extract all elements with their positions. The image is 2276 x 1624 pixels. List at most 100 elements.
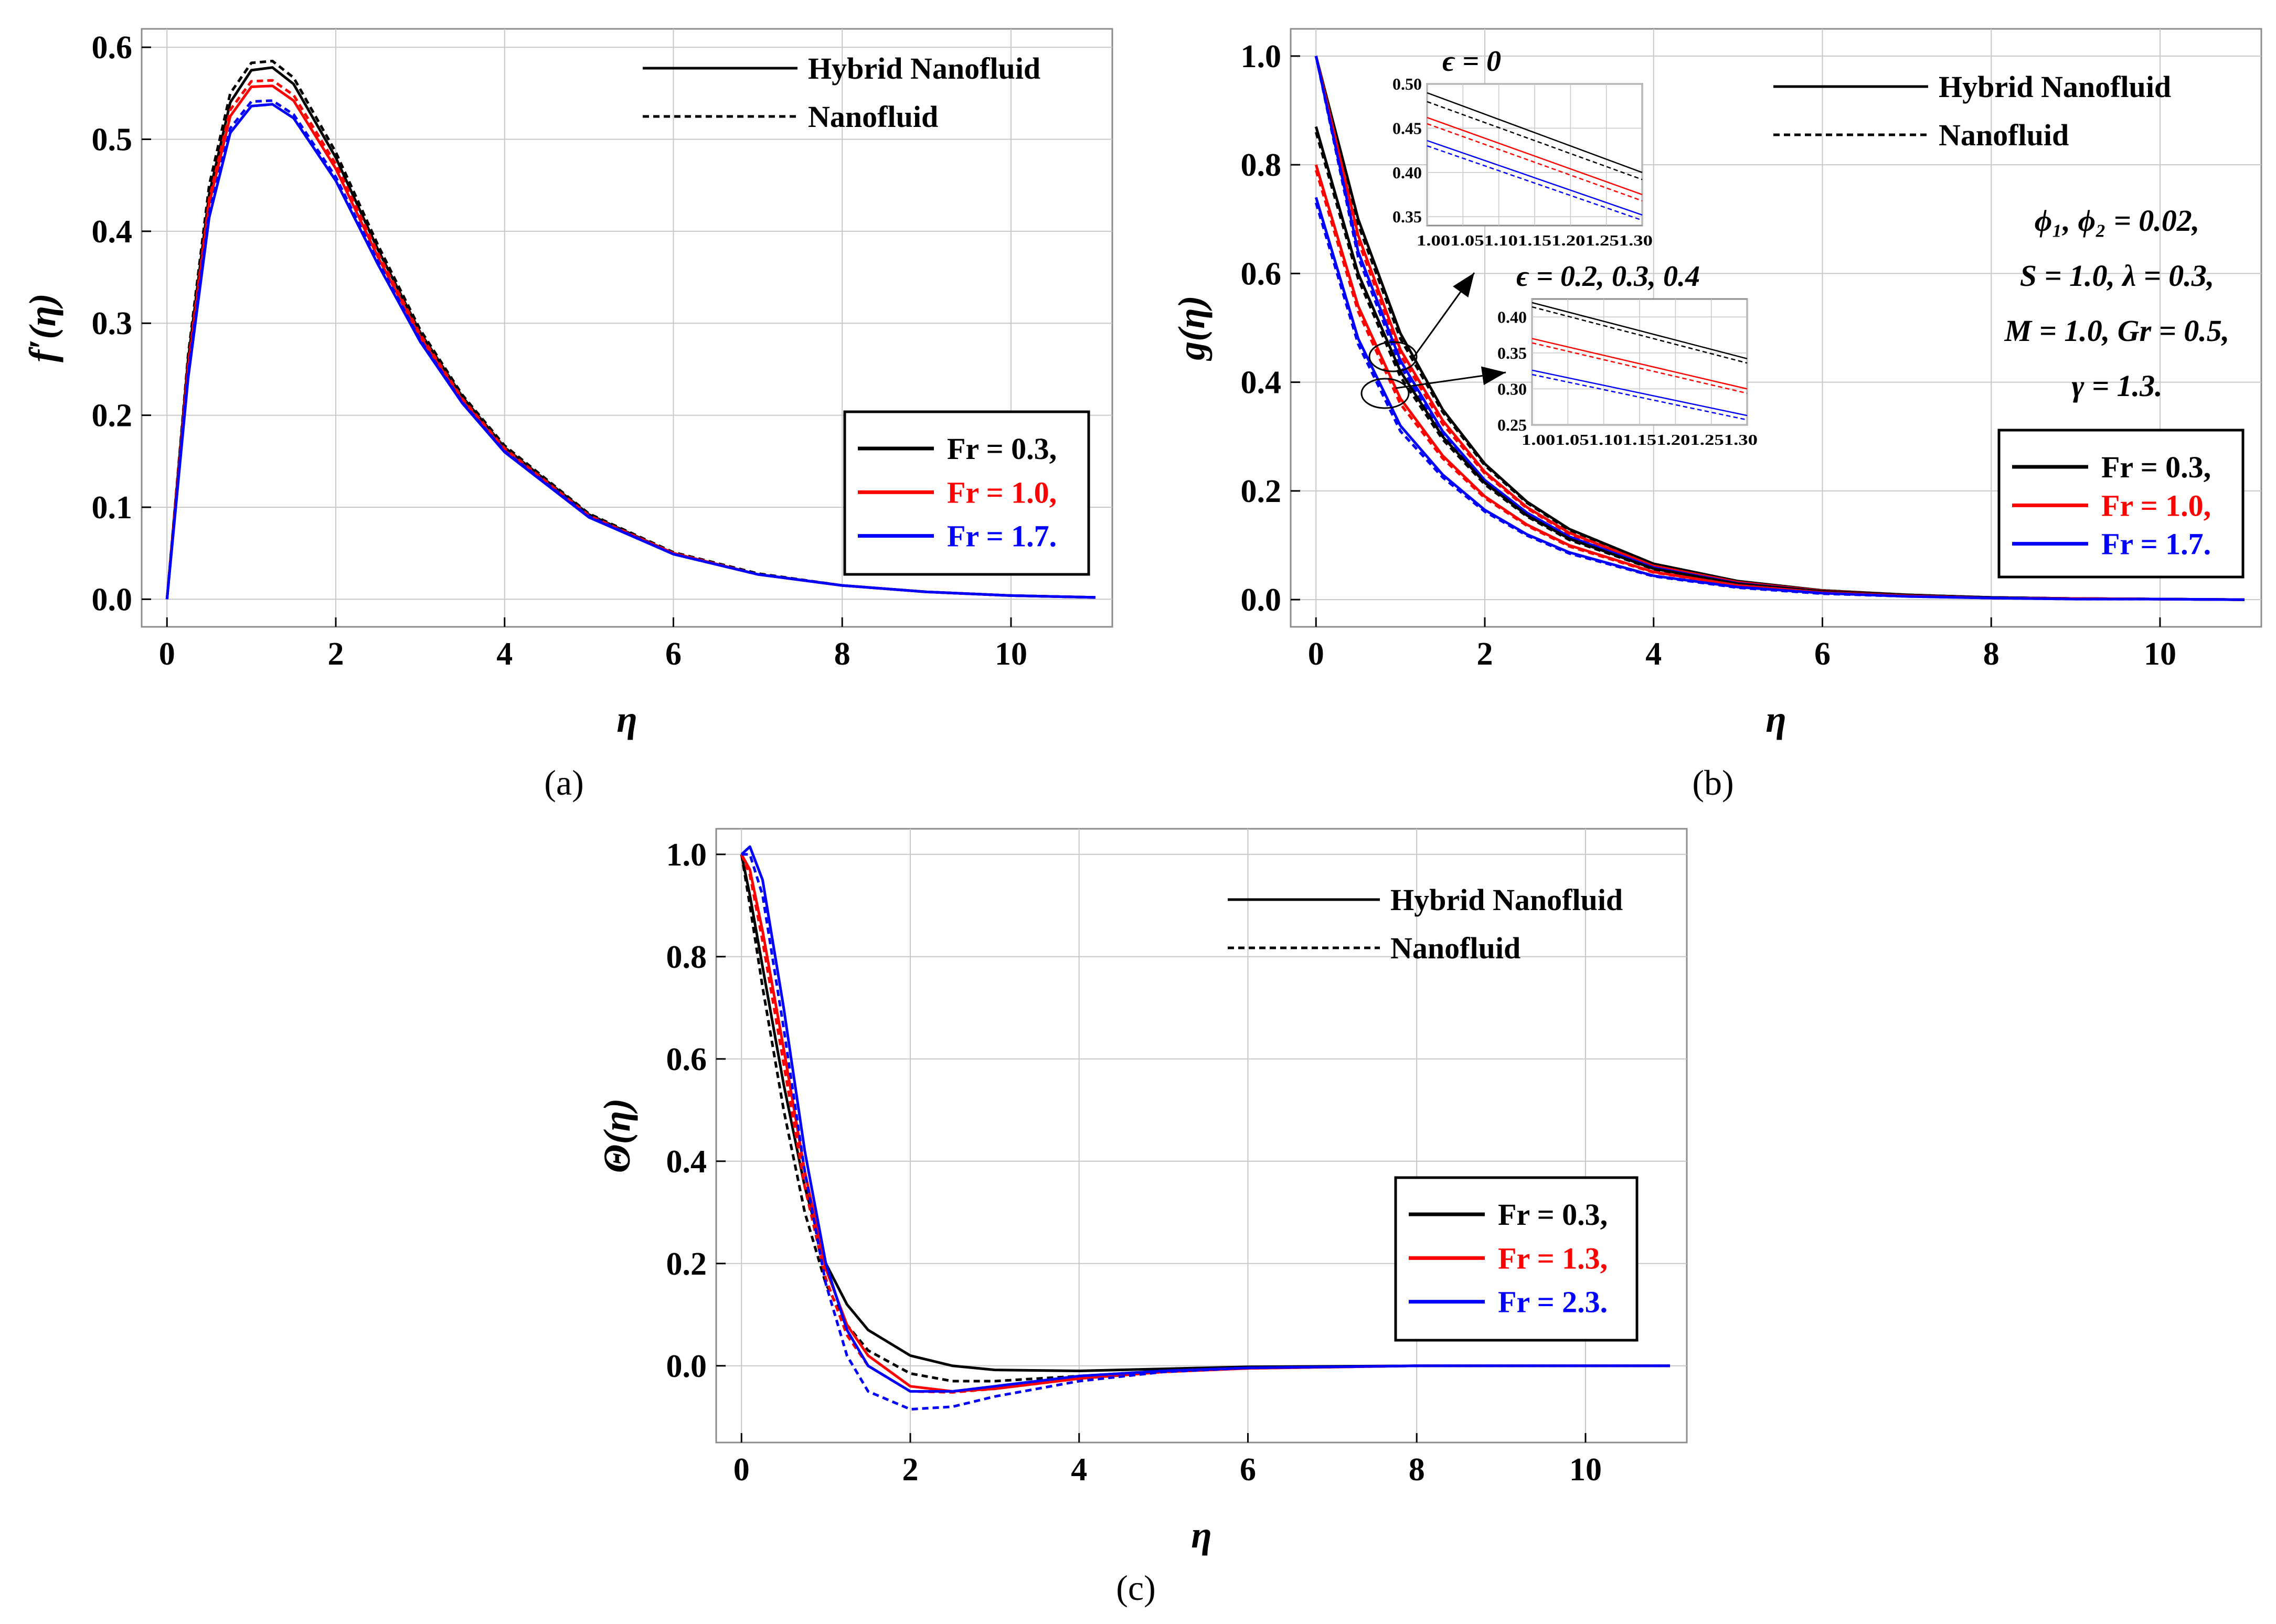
x-axis-title: η bbox=[1191, 1514, 1212, 1556]
y-axis-title: g(η) bbox=[1171, 295, 1213, 361]
panel-label: (b) bbox=[1692, 763, 1733, 803]
parameter-annotation: M = 1.0, Gr = 0.5, bbox=[2004, 314, 2230, 348]
y-tick-label: 0.2 bbox=[666, 1246, 707, 1282]
x-axis-title: η bbox=[1766, 698, 1786, 740]
inset-series-line bbox=[1531, 342, 1748, 394]
x-tick-label: 0 bbox=[733, 1452, 750, 1488]
inset-series-line bbox=[1427, 101, 1643, 180]
x-tick-label: 10 bbox=[2144, 636, 2176, 672]
x-tick-label: 2 bbox=[328, 636, 344, 672]
color-legend-label: Fr = 1.0, bbox=[947, 475, 1057, 509]
style-legend-label: Hybrid Nanofluid bbox=[1939, 70, 2171, 104]
panel-label: (a) bbox=[544, 763, 583, 803]
inset-y-tick-label: 0.35 bbox=[1497, 344, 1527, 362]
y-tick-label: 0.0 bbox=[1241, 582, 1282, 618]
series-line bbox=[741, 853, 1670, 1411]
inset-y-tick-label: 0.40 bbox=[1497, 307, 1527, 326]
inset-y-tick-label: 0.50 bbox=[1392, 74, 1422, 93]
x-tick-label: 4 bbox=[496, 636, 513, 672]
color-legend-label: Fr = 1.7. bbox=[947, 519, 1057, 553]
color-legend-label: Fr = 0.3, bbox=[2101, 450, 2211, 484]
panel-b: 0 2 4 6 8 10 0.0 0.2 0.4 0.6 0.8 1.0 η g(η) Hybrid Nan… bbox=[1171, 28, 2262, 803]
style-legend-label: Nanofluid bbox=[1390, 931, 1520, 965]
inset-series-line bbox=[1427, 123, 1643, 201]
style-legend-label: Hybrid Nanofluid bbox=[808, 51, 1040, 86]
x-tick-label: 0 bbox=[1308, 636, 1324, 672]
series-line bbox=[165, 99, 1096, 600]
color-legend-label: Fr = 2.3. bbox=[1498, 1285, 1608, 1319]
series-line bbox=[1314, 132, 2245, 601]
x-tick-label: 8 bbox=[1983, 636, 2000, 672]
x-tick-label: 4 bbox=[1645, 636, 1662, 672]
plot-frame bbox=[715, 828, 1688, 1444]
x-tick-label: 8 bbox=[1409, 1452, 1425, 1488]
y-tick-label: 0.4 bbox=[1241, 365, 1282, 401]
inset-x-tick-labels: 1.001.051.101.151.201.251.30 bbox=[1417, 233, 1653, 249]
y-tick-label: 0.6 bbox=[92, 30, 133, 66]
inset-y-tick-label: 0.45 bbox=[1392, 119, 1422, 137]
y-tick-label: 0.8 bbox=[666, 939, 707, 975]
x-tick-label: 6 bbox=[665, 636, 682, 672]
series-line bbox=[1314, 202, 2245, 601]
x-tick-label: 2 bbox=[902, 1452, 919, 1488]
y-tick-label: 0.4 bbox=[92, 214, 133, 250]
parameter-annotation: γ = 1.3. bbox=[2071, 369, 2162, 403]
x-tick-label: 2 bbox=[1477, 636, 1493, 672]
y-tick-label: 0.6 bbox=[1241, 256, 1282, 292]
inset-y-tick-label: 0.40 bbox=[1392, 163, 1422, 182]
y-tick-label: 1.0 bbox=[1241, 39, 1282, 74]
y-axis-title: f′(η) bbox=[22, 293, 63, 362]
series-line bbox=[165, 79, 1096, 600]
zoom-arrow-head bbox=[1453, 273, 1474, 298]
y-tick-label: 0.4 bbox=[666, 1144, 707, 1180]
x-tick-label: 0 bbox=[159, 636, 175, 672]
y-tick-label: 0.0 bbox=[92, 582, 133, 617]
inset-title: ϵ = 0 bbox=[1442, 45, 1501, 78]
y-axis-title: Θ(η) bbox=[596, 1098, 638, 1173]
x-tick-label: 10 bbox=[1569, 1452, 1602, 1488]
series-line bbox=[740, 854, 1670, 1372]
panel-label: (c) bbox=[1116, 1568, 1155, 1608]
panel-c: 0 2 4 6 8 10 0.0 0.2 0.4 0.6 0.8 1.0 η Θ(η) Hybrid Nan… bbox=[596, 828, 1688, 1608]
inset-series-line bbox=[1531, 306, 1748, 364]
inset-series-line bbox=[1531, 302, 1748, 360]
y-tick-label: 0.2 bbox=[1241, 474, 1282, 509]
zoom-ellipse bbox=[1368, 341, 1418, 372]
x-axis-title: η bbox=[616, 698, 637, 740]
inset-x-tick-labels: 1.001.051.101.151.201.251.30 bbox=[1522, 432, 1758, 448]
zoom-ellipse bbox=[1360, 378, 1410, 409]
inset-y-tick-label: 0.35 bbox=[1392, 207, 1422, 226]
y-tick-label: 1.0 bbox=[666, 837, 707, 873]
x-tick-label: 6 bbox=[1814, 636, 1831, 672]
y-tick-label: 0.3 bbox=[92, 306, 133, 341]
color-legend-label: Fr = 1.3, bbox=[1498, 1241, 1608, 1275]
panel-a: 0 2 4 6 8 10 0.0 0.1 0.2 0.3 0.4 0.5 0.6 η f′(η) Hybrid… bbox=[22, 28, 1113, 803]
plot-frame bbox=[1290, 28, 2262, 628]
inset-title: ϵ = 0.2, 0.3, 0.4 bbox=[1516, 260, 1700, 293]
y-tick-label: 0.1 bbox=[92, 490, 133, 526]
zoom-arrow-head bbox=[1481, 366, 1506, 386]
inset-series-line bbox=[1427, 92, 1643, 173]
style-legend-label: Nanofluid bbox=[808, 100, 938, 134]
y-tick-label: 0.8 bbox=[1241, 147, 1282, 183]
y-tick-label: 0.2 bbox=[92, 398, 133, 434]
style-legend-label: Nanofluid bbox=[1939, 118, 2069, 152]
x-tick-label: 4 bbox=[1071, 1452, 1087, 1488]
x-tick-label: 6 bbox=[1240, 1452, 1256, 1488]
parameter-annotation: ϕ₁, ϕ₂ = 0.02, bbox=[2035, 204, 2200, 238]
color-legend-label: Fr = 0.3, bbox=[947, 432, 1057, 466]
y-tick-label: 0.6 bbox=[666, 1042, 707, 1077]
x-tick-label: 10 bbox=[995, 636, 1027, 672]
plot-frame bbox=[141, 28, 1113, 628]
inset-series-line bbox=[1531, 369, 1748, 416]
inset-series-line bbox=[1531, 338, 1748, 390]
inset-series-line bbox=[1427, 116, 1643, 196]
y-tick-label: 0.0 bbox=[666, 1349, 707, 1384]
inset-series-line bbox=[1427, 140, 1643, 216]
x-tick-label: 8 bbox=[834, 636, 850, 672]
color-legend-label: Fr = 1.0, bbox=[2101, 488, 2211, 522]
y-tick-label: 0.5 bbox=[92, 122, 133, 157]
color-legend-label: Fr = 1.7. bbox=[2101, 527, 2211, 561]
inset-y-tick-label: 0.25 bbox=[1497, 415, 1527, 434]
